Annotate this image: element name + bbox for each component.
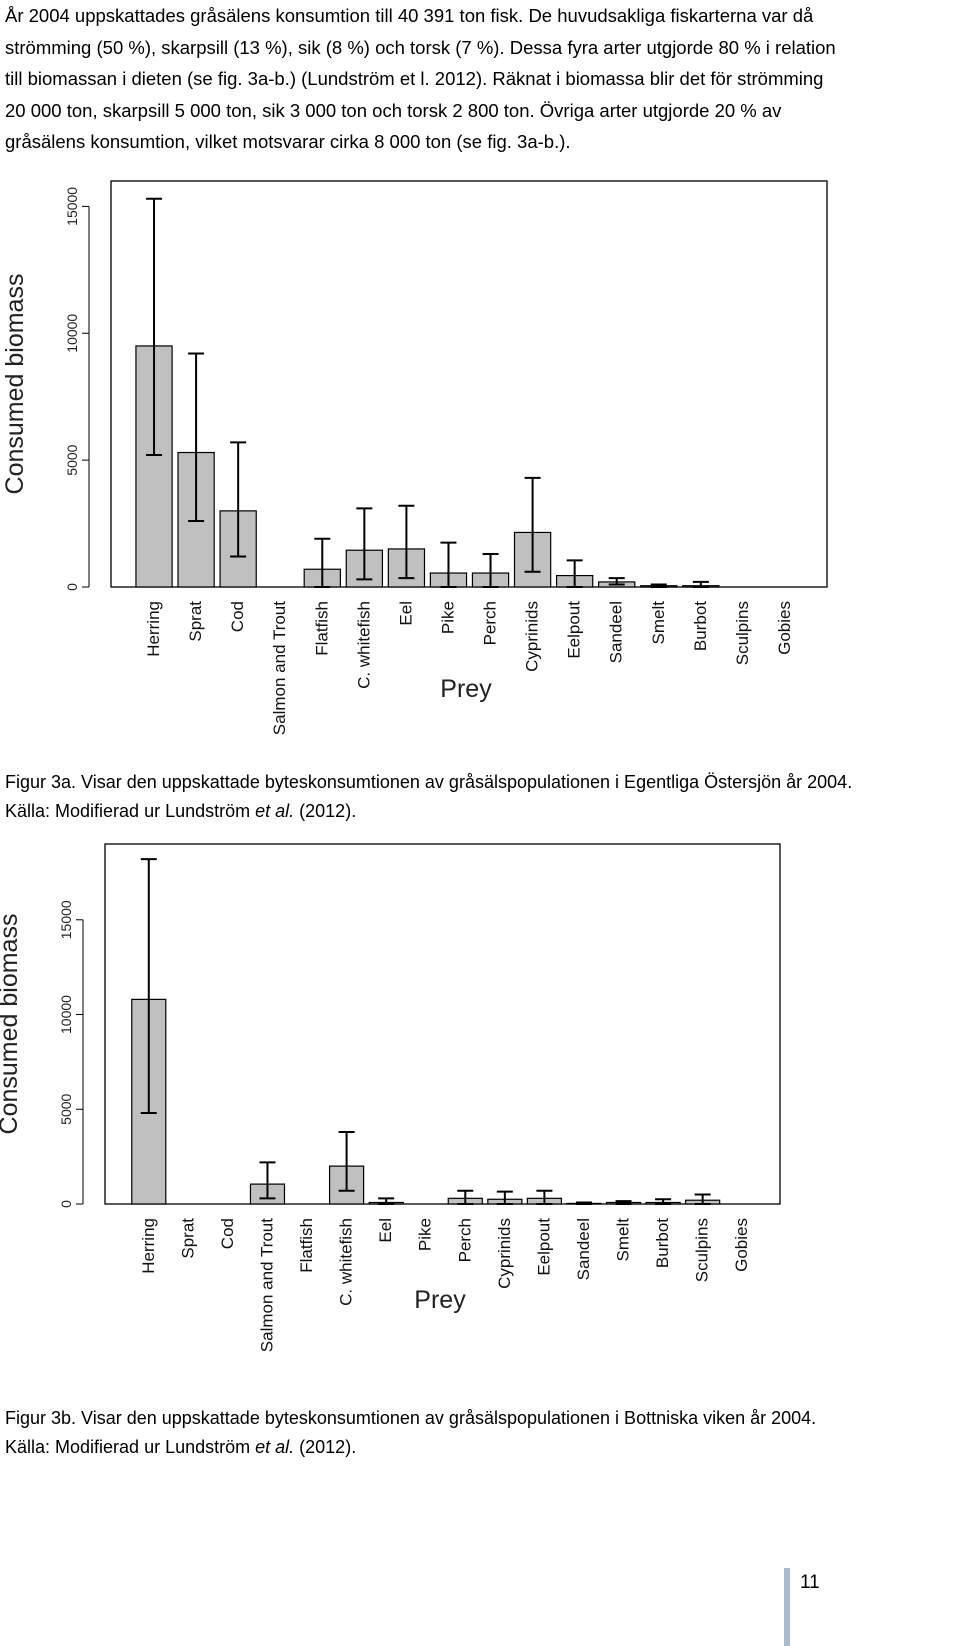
category-label: Herring xyxy=(139,1218,158,1274)
caption-source-suffix: (2012). xyxy=(294,801,357,821)
category-label: Sprat xyxy=(178,1218,197,1259)
figure-3b-caption: Figur 3b. Visar den uppskattade byteskon… xyxy=(5,1404,816,1462)
category-label: Gobies xyxy=(775,601,794,655)
category-label: Pike xyxy=(416,1218,435,1251)
y-tick-label: 15000 xyxy=(58,900,74,939)
category-label: Eel xyxy=(376,1218,395,1243)
caption-source-line: Källa: Modifierad ur Lundström et al. (2… xyxy=(5,1433,816,1462)
x-axis-label: Prey xyxy=(414,1286,466,1314)
plot-frame xyxy=(110,180,828,588)
figure-3a-chart: 0 5000 10000 15000 Consumed biomass Herring Sp… xyxy=(0,170,960,770)
figure-3a-svg: 0 5000 10000 15000 Consumed biomass Herring Sp… xyxy=(1,180,828,735)
category-label: Pike xyxy=(438,601,457,634)
y-tick-label: 0 xyxy=(64,583,80,591)
page-number-bar xyxy=(784,1568,790,1646)
category-label: Salmon and Trout xyxy=(270,601,289,735)
category-label: Cyprinids xyxy=(523,601,542,672)
category-label: C. whitefish xyxy=(354,601,373,689)
category-label: Smelt xyxy=(649,601,668,645)
page-number: 11 xyxy=(800,1572,820,1593)
category-label: Eelpout xyxy=(534,1218,553,1276)
figure-3b-chart: 0 5000 10000 15000 Consumed biomass Herring Sp… xyxy=(0,830,960,1410)
caption-source-italic: et al. xyxy=(255,801,295,821)
category-label: Flatfish xyxy=(312,601,331,656)
category-label: Sculpins xyxy=(733,601,752,665)
category-label: Cod xyxy=(228,601,247,632)
category-label: Sandeel xyxy=(574,1218,593,1280)
paragraph-line: strömming (50 %), skarpsill (13 %), sik … xyxy=(5,36,836,58)
paragraph-line: till biomassan i dieten (se fig. 3a-b.) … xyxy=(5,68,824,89)
category-label: C. whitefish xyxy=(337,1218,356,1306)
body-paragraph: År 2004 uppskattades gråsälens konsumtio… xyxy=(5,0,955,158)
caption-source-prefix: Källa: Modifierad ur Lundström xyxy=(5,1437,256,1457)
y-tick-label: 10000 xyxy=(58,995,74,1034)
category-label: Gobies xyxy=(732,1218,751,1272)
category-label: Flatfish xyxy=(297,1218,316,1273)
y-tick-label: 10000 xyxy=(64,314,80,353)
caption-line: Figur 3b. Visar den uppskattade byteskon… xyxy=(5,1408,817,1428)
category-label: Eel xyxy=(396,601,415,626)
x-axis-label: Prey xyxy=(440,675,492,703)
plot-frame xyxy=(104,843,781,1205)
y-tick-label: 15000 xyxy=(64,187,80,226)
y-axis-label: Consumed biomass xyxy=(0,914,23,1135)
category-label: Sculpins xyxy=(693,1218,712,1282)
figure-3b-svg: 0 5000 10000 15000 Consumed biomass Herring Sp… xyxy=(0,843,781,1352)
y-tick-label: 5000 xyxy=(64,444,80,475)
y-tick-label: 0 xyxy=(58,1200,74,1208)
category-label: Perch xyxy=(455,1218,474,1262)
category-label: Salmon and Trout xyxy=(257,1218,276,1352)
category-label: Burbot xyxy=(653,1218,672,1268)
caption-source-italic: et al. xyxy=(255,1437,295,1457)
y-axis-label: Consumed biomass xyxy=(1,274,29,495)
category-label: Herring xyxy=(144,601,163,657)
paragraph-line: År 2004 uppskattades gråsälens konsumtio… xyxy=(5,5,814,26)
caption-line: Figur 3a. Visar den uppskattade byteskon… xyxy=(5,772,853,792)
category-label: Burbot xyxy=(691,601,710,651)
category-label: Perch xyxy=(481,601,500,645)
caption-source-line: Källa: Modifierad ur Lundström et al. (2… xyxy=(5,797,852,826)
caption-source-suffix: (2012). xyxy=(294,1437,357,1457)
category-label: Cod xyxy=(218,1218,237,1249)
caption-source-prefix: Källa: Modifierad ur Lundström xyxy=(5,801,256,821)
category-label: Eelpout xyxy=(565,601,584,659)
paragraph-line: gråsälens konsumtion, vilket motsvarar c… xyxy=(5,131,571,152)
category-label: Sandeel xyxy=(607,601,626,663)
paragraph-line: 20 000 ton, skarpsill 5 000 ton, sik 3 0… xyxy=(5,99,782,121)
figure-3a-caption: Figur 3a. Visar den uppskattade byteskon… xyxy=(5,768,852,826)
y-tick-label: 5000 xyxy=(58,1093,74,1124)
category-label: Smelt xyxy=(614,1218,633,1262)
category-label: Sprat xyxy=(186,601,205,642)
category-label: Cyprinids xyxy=(495,1218,514,1289)
